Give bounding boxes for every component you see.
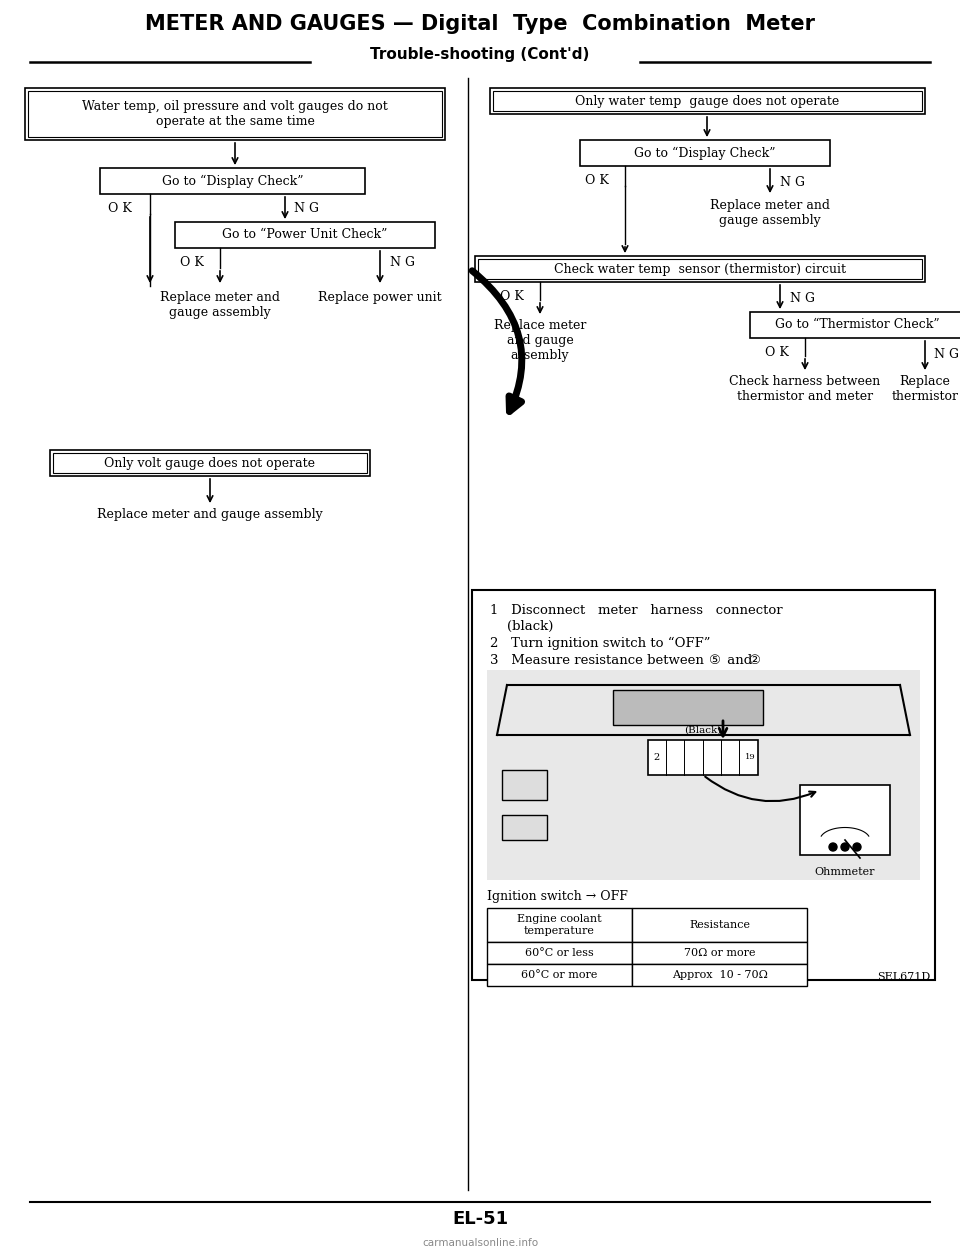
Bar — [478, 260, 922, 280]
Bar — [475, 256, 925, 282]
Bar — [487, 909, 632, 942]
Text: ⑤: ⑤ — [708, 654, 720, 666]
Bar — [487, 670, 920, 880]
Circle shape — [829, 842, 837, 851]
Text: Replace power unit: Replace power unit — [318, 291, 442, 305]
Bar — [800, 785, 890, 855]
Text: (black): (black) — [490, 620, 553, 633]
Text: ②: ② — [748, 654, 760, 666]
FancyArrowPatch shape — [472, 271, 522, 412]
Text: Check water temp  sensor (thermistor) circuit: Check water temp sensor (thermistor) cir… — [554, 262, 846, 276]
Text: 70Ω or more: 70Ω or more — [684, 948, 756, 958]
Text: O K: O K — [108, 202, 132, 215]
Bar — [53, 453, 367, 473]
Bar — [613, 690, 763, 725]
Circle shape — [841, 842, 849, 851]
Text: 3   Measure resistance between: 3 Measure resistance between — [490, 654, 708, 666]
Text: 2   Turn ignition switch to “OFF”: 2 Turn ignition switch to “OFF” — [490, 636, 710, 650]
Text: Go to “Thermistor Check”: Go to “Thermistor Check” — [775, 318, 940, 332]
Text: O K: O K — [180, 256, 204, 270]
Text: Replace meter
and gauge
assembly: Replace meter and gauge assembly — [493, 319, 587, 362]
Text: Trouble-shooting (Cont'd): Trouble-shooting (Cont'd) — [371, 47, 589, 62]
Text: Go to “Display Check”: Go to “Display Check” — [635, 146, 776, 160]
Text: N G: N G — [780, 176, 804, 188]
Bar — [472, 590, 935, 980]
Bar — [750, 312, 960, 338]
Bar — [632, 909, 807, 942]
Text: and: and — [723, 654, 756, 666]
Text: Only water temp  gauge does not operate: Only water temp gauge does not operate — [575, 95, 840, 107]
Text: Only volt gauge does not operate: Only volt gauge does not operate — [105, 457, 316, 469]
Bar — [487, 963, 632, 986]
Text: Replace meter and
gauge assembly: Replace meter and gauge assembly — [160, 291, 280, 319]
Bar — [25, 89, 445, 140]
Bar — [50, 451, 370, 475]
Bar — [28, 91, 442, 137]
Text: O K: O K — [585, 173, 609, 187]
Text: Resistance: Resistance — [689, 920, 750, 930]
Text: N G: N G — [934, 348, 959, 361]
Bar — [502, 815, 547, 840]
Text: Ohmmeter: Ohmmeter — [815, 867, 876, 877]
Bar — [632, 942, 807, 963]
Text: carmanualsonline.info: carmanualsonline.info — [422, 1238, 538, 1248]
Text: Ignition switch → OFF: Ignition switch → OFF — [487, 890, 628, 904]
Text: Engine coolant
temperature: Engine coolant temperature — [517, 915, 602, 936]
Text: (Black): (Black) — [684, 726, 722, 735]
Text: N G: N G — [789, 292, 814, 305]
Text: N G: N G — [390, 256, 415, 270]
Circle shape — [853, 842, 861, 851]
Text: METER AND GAUGES — Digital  Type  Combination  Meter: METER AND GAUGES — Digital Type Combinat… — [145, 14, 815, 34]
Text: EL-51: EL-51 — [452, 1211, 508, 1228]
Text: Replace meter and
gauge assembly: Replace meter and gauge assembly — [710, 198, 830, 227]
Text: O K: O K — [500, 290, 524, 303]
Bar — [580, 140, 830, 166]
Text: Replace
thermistor: Replace thermistor — [892, 374, 958, 403]
Text: 60°C or less: 60°C or less — [525, 948, 594, 958]
Bar — [490, 89, 925, 114]
Bar — [493, 91, 922, 111]
Bar — [175, 222, 435, 248]
Bar — [487, 942, 632, 963]
Text: SEL671D: SEL671D — [876, 972, 930, 982]
Text: N G: N G — [295, 202, 320, 215]
Text: Water temp, oil pressure and volt gauges do not
operate at the same time: Water temp, oil pressure and volt gauges… — [83, 100, 388, 129]
Text: Approx  10 - 70Ω: Approx 10 - 70Ω — [672, 970, 767, 980]
Bar — [632, 963, 807, 986]
Text: 60°C or more: 60°C or more — [521, 970, 598, 980]
Text: 2: 2 — [653, 753, 660, 761]
Text: Go to “Display Check”: Go to “Display Check” — [161, 175, 303, 187]
Text: Go to “Power Unit Check”: Go to “Power Unit Check” — [223, 228, 388, 242]
Bar — [100, 168, 365, 193]
Bar — [648, 740, 758, 775]
Text: Replace meter and gauge assembly: Replace meter and gauge assembly — [97, 508, 323, 520]
Text: Check harness between
thermistor and meter: Check harness between thermistor and met… — [730, 374, 880, 403]
Bar — [502, 770, 547, 800]
Text: 1   Disconnect   meter   harness   connector: 1 Disconnect meter harness connector — [490, 604, 782, 617]
Text: O K: O K — [765, 346, 789, 359]
Text: 19: 19 — [745, 753, 756, 761]
